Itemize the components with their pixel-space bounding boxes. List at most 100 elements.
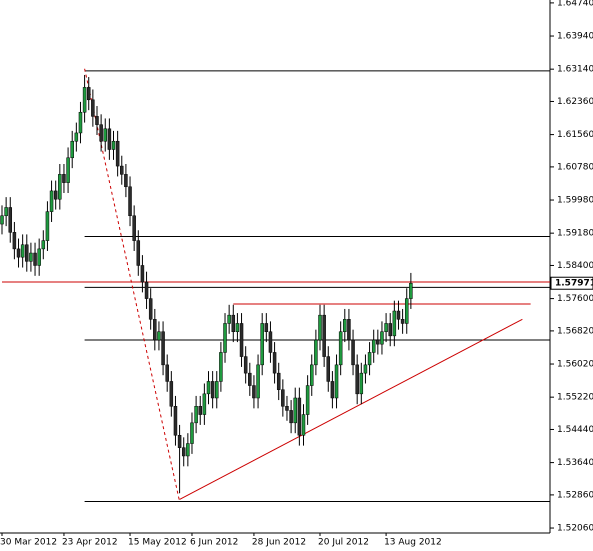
candle-body bbox=[29, 252, 33, 262]
last-price-box bbox=[550, 276, 593, 290]
candle-body bbox=[25, 244, 29, 262]
candle-body bbox=[330, 381, 335, 399]
candle-body bbox=[161, 331, 165, 366]
candle-body bbox=[409, 282, 413, 299]
candle-body bbox=[177, 435, 182, 448]
candle-body bbox=[243, 356, 248, 374]
candle-body bbox=[173, 406, 178, 436]
candle-body bbox=[12, 232, 17, 250]
candle-body bbox=[400, 319, 405, 324]
candle-body bbox=[310, 364, 314, 386]
candle-body bbox=[227, 314, 231, 324]
x-tick-label: 30 Mar 2012 bbox=[0, 538, 57, 548]
candle-body bbox=[314, 339, 318, 366]
candle-body bbox=[111, 140, 116, 150]
candle-body bbox=[293, 397, 297, 424]
candle-body bbox=[115, 140, 120, 167]
candle-body bbox=[396, 310, 401, 320]
candle-body bbox=[58, 174, 62, 200]
y-tick-label: 1.63140 bbox=[557, 65, 593, 75]
candle-body bbox=[343, 319, 347, 332]
candle-body bbox=[276, 372, 281, 390]
candle-body bbox=[95, 116, 99, 125]
candle-body bbox=[285, 406, 289, 411]
candle-body bbox=[107, 128, 112, 150]
candle-body bbox=[74, 132, 79, 142]
candle-body bbox=[318, 314, 322, 341]
y-tick-label: 1.53640 bbox=[557, 458, 593, 468]
candle-body bbox=[347, 319, 351, 341]
candle-body bbox=[326, 356, 331, 382]
candle-body bbox=[363, 364, 368, 374]
candle-body bbox=[41, 240, 46, 250]
drawn-line bbox=[179, 318, 523, 500]
candle-body bbox=[223, 323, 227, 353]
candle-body bbox=[190, 422, 194, 444]
candle-body bbox=[239, 323, 244, 357]
candle-body bbox=[120, 165, 124, 175]
y-tick-label: 1.54440 bbox=[557, 425, 593, 435]
candle-body bbox=[281, 389, 285, 407]
candle-body bbox=[359, 372, 364, 395]
candle-body bbox=[388, 323, 392, 337]
x-tick-label: 23 Apr 2012 bbox=[62, 538, 118, 548]
drawn-line bbox=[84, 68, 181, 502]
candle-body bbox=[392, 310, 397, 337]
candle-body bbox=[82, 87, 87, 113]
candle-body bbox=[264, 323, 269, 332]
candle-body bbox=[235, 323, 240, 332]
candle-body bbox=[260, 323, 264, 366]
candle-body bbox=[384, 323, 388, 332]
candle-body bbox=[136, 240, 141, 266]
candle-body bbox=[0, 215, 4, 225]
candle-body bbox=[231, 314, 236, 332]
candle-body bbox=[301, 414, 306, 436]
x-tick-label: 20 Jul 2012 bbox=[318, 538, 369, 548]
last-price-label: 1.57971 bbox=[555, 279, 593, 289]
candle-body bbox=[53, 190, 58, 200]
candle-body bbox=[210, 381, 215, 399]
candle-body bbox=[33, 252, 37, 266]
candle-body bbox=[103, 128, 107, 142]
candle-body bbox=[128, 186, 132, 217]
candle-body bbox=[252, 385, 256, 399]
y-tick-label: 1.56820 bbox=[557, 326, 593, 336]
candle-body bbox=[289, 410, 293, 424]
candle-body bbox=[297, 397, 302, 436]
candle-body bbox=[338, 331, 343, 366]
candle-body bbox=[78, 111, 83, 134]
y-tick-label: 1.56020 bbox=[557, 360, 593, 370]
candle-body bbox=[157, 331, 161, 341]
candle-body bbox=[8, 207, 13, 233]
candle-body bbox=[198, 406, 202, 415]
candle-body bbox=[169, 381, 174, 407]
candle-body bbox=[70, 140, 74, 159]
candle-body bbox=[45, 211, 50, 241]
candle-body bbox=[124, 174, 128, 188]
y-tick-label: 1.60780 bbox=[557, 162, 593, 172]
x-tick-label: 6 Jun 2012 bbox=[190, 538, 238, 548]
y-tick-label: 1.52060 bbox=[557, 524, 593, 534]
y-tick-label: 1.52860 bbox=[557, 490, 593, 500]
candle-body bbox=[91, 99, 95, 117]
candle-body bbox=[148, 298, 153, 320]
candle-body bbox=[99, 124, 103, 142]
candle-body bbox=[268, 331, 273, 353]
candle-body bbox=[376, 339, 380, 345]
y-tick-label: 1.59180 bbox=[557, 229, 593, 239]
candle-body bbox=[4, 207, 8, 217]
y-tick-label: 1.63940 bbox=[557, 32, 593, 42]
candle-body bbox=[153, 319, 157, 341]
x-tick-label: 15 May 2012 bbox=[128, 538, 187, 548]
candle-body bbox=[215, 381, 219, 399]
x-tick-label: 13 Aug 2012 bbox=[384, 538, 442, 548]
candle-body bbox=[49, 190, 54, 212]
candle-body bbox=[144, 281, 149, 299]
candle-body bbox=[194, 406, 198, 424]
candle-body bbox=[367, 352, 372, 366]
candle-body bbox=[355, 364, 359, 395]
candle-body bbox=[248, 372, 252, 386]
candle-body bbox=[181, 447, 186, 457]
